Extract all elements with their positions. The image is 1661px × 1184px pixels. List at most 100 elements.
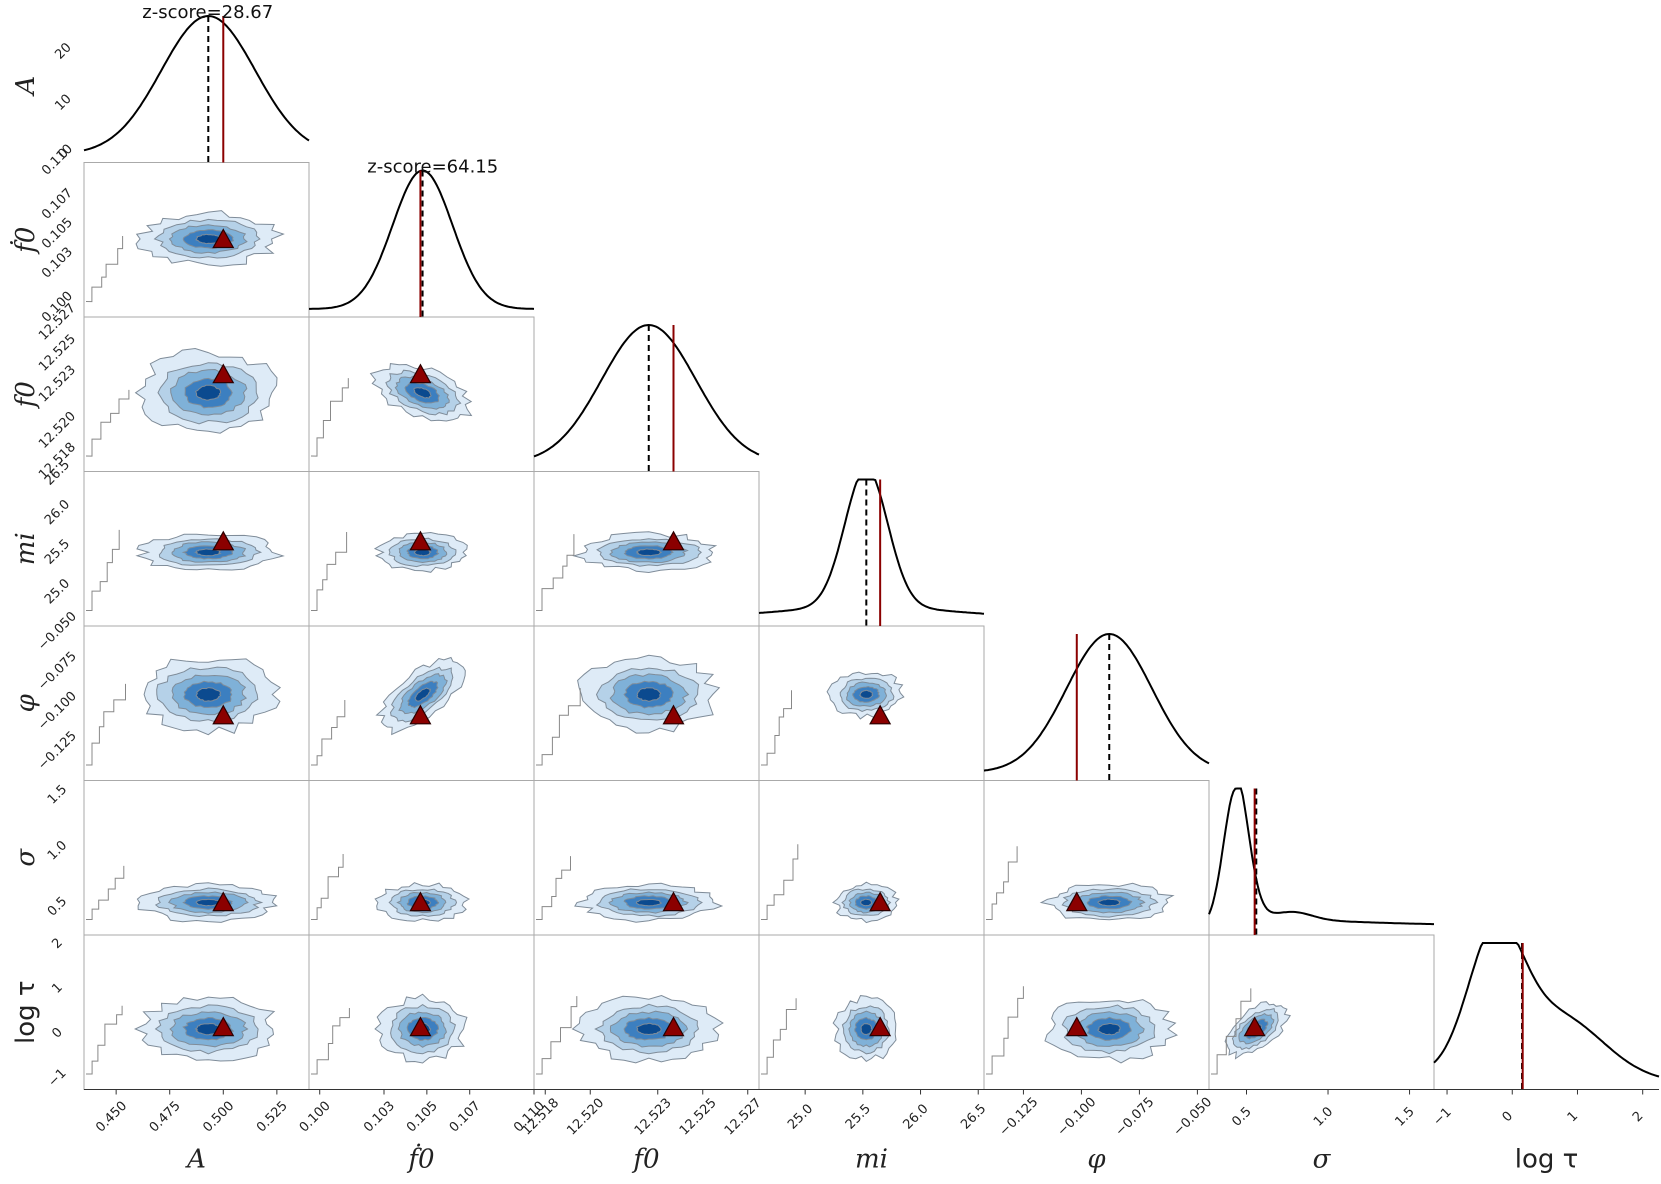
x-tick-label: 12.523 [632, 1096, 675, 1139]
contour-level-5 [195, 384, 222, 401]
y-axis-label: σ [11, 848, 41, 867]
y-tick-label: 1 [49, 980, 65, 996]
panel-sigma-vs-fdot0 [308, 780, 535, 936]
outer-step-line [760, 998, 797, 1075]
y-axis-label: φ [11, 693, 41, 712]
y-tick-label: 0 [49, 1025, 65, 1041]
panel-m_i-vs-f0 [533, 471, 760, 627]
contour-level-5 [195, 687, 222, 702]
outer-step-line [1210, 988, 1252, 1075]
true-value-marker [212, 1016, 235, 1037]
x-tick-label: 1.5 [1392, 1104, 1417, 1129]
panel-log_tau-vs-sigma [1208, 934, 1435, 1090]
y-axis-label: ḟ0 [9, 227, 41, 255]
outer-step-line [535, 688, 581, 766]
contour-group [760, 995, 897, 1075]
panel-frame [1208, 934, 1435, 1090]
x-axis-label: A [185, 1145, 206, 1175]
panel-phi-vs-fdot0 [308, 625, 535, 781]
y-tick-label: 0.110 [39, 142, 76, 179]
marginal-m_i [758, 478, 985, 626]
x-tick-label: 12.520 [564, 1096, 607, 1139]
contour-group [310, 656, 466, 766]
y-tick-label: −1 [45, 1066, 69, 1090]
panel-phi-vs-A [83, 625, 310, 781]
true-value-marker [212, 704, 235, 725]
kde-curve [1433, 942, 1660, 1078]
true-value-marker [409, 1016, 432, 1037]
outer-step-line [85, 865, 125, 921]
x-axis-label: f0 [631, 1145, 659, 1175]
kde-curve [309, 169, 535, 310]
marginal-sigma [1208, 787, 1434, 935]
y-tick-label: 26.0 [42, 497, 73, 528]
outer-step-line [85, 683, 126, 766]
x-tick-label: 25.5 [843, 1101, 874, 1132]
true-value-marker [409, 704, 432, 725]
panel-f0-vs-fdot0 [308, 316, 535, 472]
y-tick-label: 0.5 [45, 894, 70, 919]
outer-step-line [85, 236, 124, 303]
true-value-marker [1065, 1016, 1088, 1037]
x-tick-label: 0.103 [361, 1099, 398, 1136]
contour-level-5 [1097, 898, 1122, 907]
panel-log_tau-vs-fdot0 [308, 934, 535, 1090]
y-tick-label: −0.075 [35, 649, 80, 694]
true-value-marker [212, 891, 235, 912]
y-tick-label: 2 [49, 935, 65, 951]
contour-level-5 [635, 548, 663, 557]
panel-sigma-vs-phi [983, 780, 1210, 936]
contour-level-5 [195, 233, 221, 245]
true-value-marker [212, 228, 235, 249]
panel-m_i-vs-A [83, 471, 310, 627]
true-value-marker [662, 891, 685, 912]
panel-sigma-vs-m_i [758, 780, 985, 936]
marginal-f0 [533, 323, 760, 472]
outer-step-line [535, 856, 571, 921]
x-tick-label: 26.0 [901, 1101, 932, 1132]
panel-log_tau-vs-phi [983, 934, 1210, 1090]
outer-step-line [310, 700, 346, 766]
contour-group [85, 347, 278, 457]
true-value-marker [869, 1016, 892, 1037]
contour-level-5 [635, 899, 663, 907]
x-tick-label: 0.105 [404, 1099, 441, 1136]
marginal-A [83, 14, 310, 163]
contour-level-5 [414, 687, 432, 702]
contour-level-5 [636, 1022, 662, 1036]
x-tick-label: −0.125 [997, 1095, 1042, 1140]
outer-step-line [985, 846, 1018, 921]
kde-curve [533, 323, 760, 458]
y-axis-label: log τ [11, 980, 41, 1044]
x-axis-label: ḟ0 [406, 1143, 434, 1175]
contour-group [310, 363, 473, 457]
contour-level-5 [636, 687, 662, 702]
x-axis-label: mi [855, 1145, 888, 1175]
panel-m_i-vs-fdot0 [308, 471, 535, 627]
x-tick-label: 0.100 [297, 1099, 334, 1136]
outer-step-line [85, 1005, 123, 1075]
panel-log_tau-vs-f0 [533, 934, 760, 1090]
panel-fdot0-vs-A [83, 162, 310, 318]
true-value-marker [869, 891, 892, 912]
contour-group [310, 531, 468, 612]
y-tick-label: −0.050 [35, 609, 80, 654]
panel-sigma-vs-f0 [533, 780, 760, 936]
marginal-phi [983, 632, 1210, 781]
contour-group [985, 986, 1178, 1075]
outer-step-line [535, 996, 578, 1075]
y-tick-label: 0.107 [39, 186, 76, 223]
outer-step-line [985, 986, 1024, 1075]
outer-step-line [85, 389, 130, 457]
true-value-marker [212, 363, 235, 384]
x-axis-label: φ [1087, 1145, 1106, 1175]
x-tick-label: 0.450 [93, 1099, 130, 1136]
y-tick-label: −0.100 [35, 689, 80, 734]
marginal-log_tau [1433, 942, 1660, 1090]
x-tick-label: 25.0 [785, 1101, 816, 1132]
outer-step-line [310, 1008, 350, 1075]
x-tick-label: 0 [1500, 1109, 1516, 1125]
x-tick-label: 12.525 [677, 1096, 720, 1139]
x-tick-label: 26.5 [958, 1101, 989, 1132]
x-tick-label: 0.475 [147, 1099, 184, 1136]
